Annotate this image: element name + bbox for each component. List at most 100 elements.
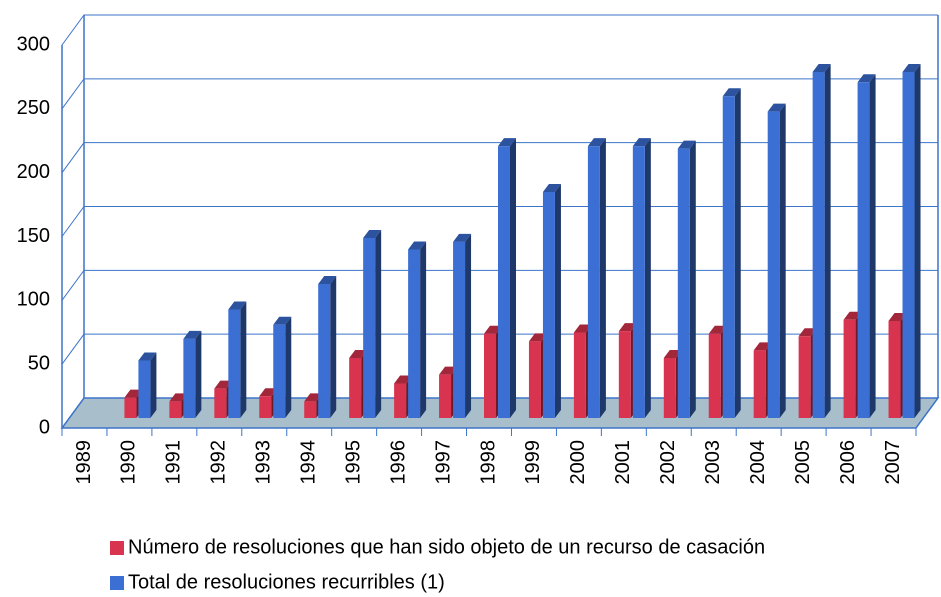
bar-top (453, 233, 472, 242)
bar-top (812, 64, 831, 73)
x-tick-label: 2000 (567, 440, 589, 485)
bar (408, 241, 427, 418)
bar-top (708, 325, 727, 334)
bar-side (285, 316, 292, 418)
bar-front (394, 383, 407, 418)
bar (318, 275, 337, 418)
bar-top (394, 375, 413, 384)
bar (632, 138, 651, 418)
bar-side (869, 74, 876, 418)
bar-side (150, 352, 157, 418)
bar-top (349, 349, 368, 358)
bar-side (779, 103, 786, 418)
grid-line (61, 142, 938, 173)
bar-top (767, 103, 786, 112)
bar-front (812, 72, 825, 419)
bar-front (484, 333, 496, 418)
bar-side (420, 241, 427, 418)
bar-top (528, 333, 547, 342)
bar-front (587, 146, 600, 418)
bar-side (554, 184, 561, 418)
legend-swatch (110, 576, 124, 590)
bar-top (902, 64, 921, 73)
bar-top (259, 388, 278, 397)
bar (722, 88, 741, 418)
y-tick-label: 50 (28, 352, 50, 374)
y-tick-label: 250 (17, 97, 50, 119)
bar (228, 301, 247, 418)
bar-front (349, 357, 362, 418)
bar-top (722, 88, 741, 97)
bar-side (644, 138, 651, 418)
bar-front (408, 249, 421, 418)
y-tick-label: 200 (17, 161, 50, 183)
bar-top (542, 184, 561, 193)
bar-side (599, 138, 606, 418)
bar-front (259, 396, 272, 418)
x-tick-label: 2006 (837, 440, 859, 485)
y-tick-label: 150 (17, 225, 50, 247)
bar-front (528, 341, 541, 418)
bar-top (798, 328, 817, 337)
bar-side (465, 233, 472, 418)
bar-top (573, 324, 592, 333)
bar-top (169, 393, 188, 402)
grid-line (61, 14, 938, 46)
bar-front (304, 401, 317, 418)
y-tick-label: 300 (17, 33, 50, 55)
bar-side (689, 140, 696, 418)
bar-side (914, 64, 921, 419)
x-tick-label: 1989 (73, 440, 95, 485)
bar-top (753, 342, 772, 351)
bar-front (843, 319, 856, 418)
bar (273, 316, 292, 418)
bar-front (722, 96, 735, 418)
bar-side (330, 275, 337, 418)
bar (677, 140, 696, 418)
bar-top (439, 366, 458, 375)
bar-front (214, 388, 227, 418)
x-tick-label: 1995 (342, 440, 364, 485)
x-tick-label: 1990 (118, 440, 140, 485)
bar-top (618, 323, 637, 332)
x-tick-label: 1991 (163, 440, 185, 485)
bar-front (273, 324, 286, 418)
grid-line (61, 333, 938, 365)
bar-front (318, 283, 331, 418)
bar-top (214, 380, 233, 389)
x-tick-label: 2007 (882, 440, 904, 485)
bar-side (195, 330, 202, 418)
bar-top (663, 349, 682, 358)
bar-side (240, 301, 247, 418)
grid-line (61, 206, 938, 237)
bar-front (439, 374, 452, 418)
bar-front (753, 350, 766, 418)
y-tick-label: 0 (39, 416, 50, 438)
x-tick-label: 1999 (522, 440, 544, 485)
bar-front (632, 146, 645, 418)
bar-top (484, 325, 502, 334)
grid-line (61, 397, 938, 429)
bar-front (498, 146, 510, 418)
legend-swatch (110, 541, 124, 555)
bar (857, 74, 876, 418)
bar (138, 352, 157, 418)
bar-front (228, 309, 241, 418)
x-tick-label: 1994 (297, 440, 319, 485)
bar-front (798, 336, 811, 418)
bar (587, 138, 606, 418)
y-tick-label: 100 (17, 289, 50, 311)
bar-front (618, 331, 631, 418)
bar (812, 64, 831, 419)
bar-top (843, 311, 862, 320)
bar-front (902, 72, 915, 419)
x-tick-label: 2001 (612, 440, 634, 485)
bar-front (169, 401, 182, 418)
x-tick-label: 1992 (208, 440, 230, 485)
bar-top (138, 352, 157, 361)
bar-front (708, 333, 721, 418)
bar-front (663, 357, 676, 418)
x-tick-label: 1993 (253, 440, 275, 485)
x-tick-label: 2005 (792, 440, 814, 485)
